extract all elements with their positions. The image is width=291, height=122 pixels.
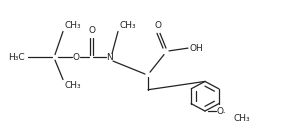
Text: O: O: [217, 107, 223, 116]
Text: CH₃: CH₃: [234, 114, 251, 122]
Text: O: O: [72, 53, 79, 62]
Text: CH₃: CH₃: [65, 81, 81, 90]
Text: H₃C: H₃C: [8, 53, 25, 62]
Text: CH₃: CH₃: [65, 21, 81, 30]
Text: OH: OH: [190, 44, 204, 53]
Text: N: N: [107, 53, 113, 62]
Text: O: O: [88, 26, 95, 35]
Text: O: O: [155, 21, 162, 30]
Text: CH₃: CH₃: [120, 21, 137, 30]
